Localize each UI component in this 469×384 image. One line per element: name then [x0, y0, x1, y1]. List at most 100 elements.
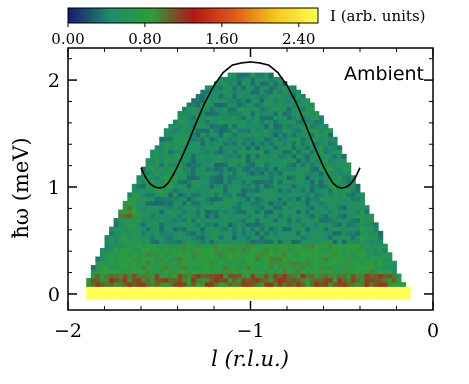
heatmap-cell [318, 196, 324, 202]
heatmap-cell [273, 179, 279, 185]
heatmap-cell [204, 102, 210, 108]
heatmap-cell [273, 136, 279, 142]
heatmap-cell [223, 128, 229, 133]
heatmap-cell [255, 269, 261, 275]
heatmap-cell [318, 218, 324, 223]
heatmap-cell [314, 123, 320, 129]
heatmap-cell [177, 282, 183, 287]
heatmap-cell [209, 273, 215, 279]
heatmap-cell [232, 81, 238, 86]
heatmap-cell [341, 222, 347, 227]
heatmap-cell [186, 222, 192, 227]
heatmap-cell [318, 141, 324, 146]
heatmap-cell [236, 273, 242, 279]
heatmap-cell [241, 145, 247, 150]
heatmap-cell [250, 85, 256, 91]
heatmap-cell [309, 141, 315, 146]
heatmap-cell [309, 269, 315, 275]
heatmap-cell [255, 218, 261, 223]
heatmap-cell [318, 192, 324, 198]
heatmap-cell [337, 166, 343, 172]
heatmap-cell [218, 111, 224, 116]
heatmap-cell [291, 265, 297, 270]
heatmap-cell [291, 179, 297, 185]
heatmap-cell [172, 252, 178, 257]
heatmap-cell [291, 256, 297, 262]
heatmap-cell [337, 260, 343, 266]
heatmap-cell [218, 175, 224, 180]
heatmap-cell [172, 183, 178, 189]
heatmap-cell [186, 265, 192, 270]
heatmap-cell [328, 247, 334, 253]
heatmap-cell [300, 196, 306, 202]
heatmap-cell [277, 290, 283, 296]
heatmap-cell [118, 290, 124, 296]
heatmap-cell [259, 149, 265, 155]
heatmap-cell [241, 119, 247, 125]
heatmap-cell [99, 252, 105, 257]
heatmap-cell [218, 260, 224, 266]
heatmap-cell [332, 260, 338, 266]
heatmap-cell [232, 265, 238, 270]
heatmap-cell [177, 132, 183, 138]
heatmap-cell [346, 162, 352, 168]
heatmap-cell [232, 200, 238, 206]
heatmap-cell [328, 230, 334, 236]
heatmap-cell [282, 265, 288, 270]
heatmap-cell [341, 192, 347, 198]
heatmap-cell [191, 115, 197, 121]
heatmap-cell [195, 226, 201, 232]
heatmap-cell [204, 106, 210, 112]
heatmap-cell [223, 98, 229, 103]
heatmap-cell [314, 256, 320, 262]
heatmap-cell [218, 256, 224, 262]
heatmap-cell [305, 123, 311, 129]
heatmap-cell [259, 170, 265, 176]
heatmap-cell [195, 102, 201, 108]
heatmap-cell [113, 286, 119, 292]
heatmap-cell [255, 111, 261, 116]
heatmap-cell [186, 115, 192, 121]
heatmap-cell [136, 252, 142, 257]
heatmap-cell [337, 183, 343, 189]
heatmap-cell [300, 252, 306, 257]
heatmap-cell [186, 200, 192, 206]
heatmap-cell [200, 290, 206, 296]
heatmap-cell [277, 179, 283, 185]
heatmap-cell [209, 166, 215, 172]
heatmap-cell [291, 128, 297, 133]
heatmap-cell [309, 295, 315, 300]
heatmap-cell [309, 183, 315, 189]
heatmap-cell [323, 136, 329, 142]
heatmap-cell [268, 145, 274, 150]
heatmap-cell [186, 102, 192, 108]
heatmap-cell [309, 282, 315, 287]
heatmap-cell [191, 235, 197, 240]
heatmap-cell [259, 123, 265, 129]
heatmap-cell [277, 286, 283, 292]
heatmap-cell [273, 111, 279, 116]
heatmap-cell [218, 89, 224, 95]
heatmap-cell [318, 282, 324, 287]
heatmap-cell [168, 128, 174, 133]
heatmap-cell [268, 256, 274, 262]
heatmap-cell [346, 205, 352, 210]
heatmap-cell [218, 200, 224, 206]
heatmap-cell [332, 209, 338, 215]
heatmap-cell [163, 222, 169, 227]
heatmap-cell [364, 260, 370, 266]
heatmap-cell [346, 218, 352, 223]
heatmap-cell [159, 141, 165, 146]
heatmap-cell [195, 252, 201, 257]
heatmap-cell [291, 98, 297, 103]
heatmap-cell [296, 115, 302, 121]
heatmap-cell [186, 175, 192, 180]
heatmap-cell [150, 226, 156, 232]
heatmap-cell [318, 277, 324, 283]
heatmap-cell [305, 213, 311, 219]
heatmap-cell [195, 218, 201, 223]
heatmap-cell [182, 243, 188, 249]
heatmap-cell [250, 256, 256, 262]
heatmap-cell [364, 282, 370, 287]
heatmap-cell [191, 136, 197, 142]
